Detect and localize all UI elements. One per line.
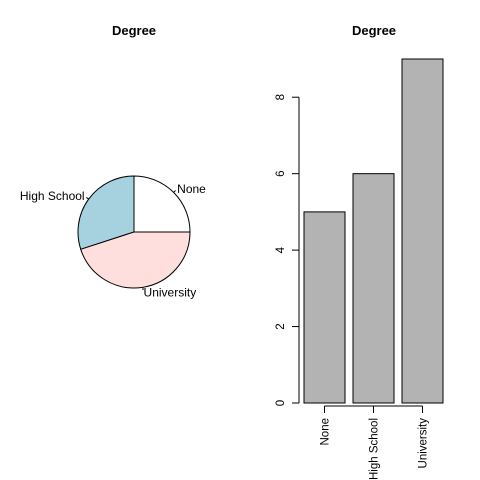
x-axis-labels: None High School University (320, 405, 430, 480)
y-tick-label: 8 (275, 94, 287, 100)
pie-label-none: None (177, 182, 206, 196)
bar-university (401, 58, 444, 404)
bars (303, 58, 444, 404)
bar-none (303, 211, 346, 404)
pie-label-university: University (144, 285, 197, 299)
bar-chart: Degree 0 2 4 6 8 None High School University (275, 23, 444, 480)
bar-high-school (352, 173, 395, 404)
pie-labels: None High School University (20, 182, 206, 299)
y-tick-label: 4 (275, 246, 287, 253)
pie-slice-none (133, 175, 191, 233)
x-label-university: University (418, 418, 430, 469)
y-tick-label: 6 (275, 170, 287, 176)
pie-slices (77, 175, 191, 289)
pie-title: Degree (112, 23, 156, 38)
y-tick-label: 2 (275, 323, 287, 329)
x-label-none: None (320, 418, 332, 446)
pie-leader-high-school (86, 197, 89, 200)
y-axis: 0 2 4 6 8 (275, 94, 300, 406)
y-tick-label: 0 (275, 400, 287, 406)
pie-slice-university (80, 231, 191, 289)
pie-label-high-school: High School (20, 189, 85, 203)
pie-chart: Degree None High School University (20, 23, 206, 299)
pie-slice-high-school (77, 175, 135, 250)
x-label-high-school: High School (369, 418, 381, 480)
bar-title: Degree (352, 23, 396, 38)
pie-leader-none (173, 190, 176, 193)
